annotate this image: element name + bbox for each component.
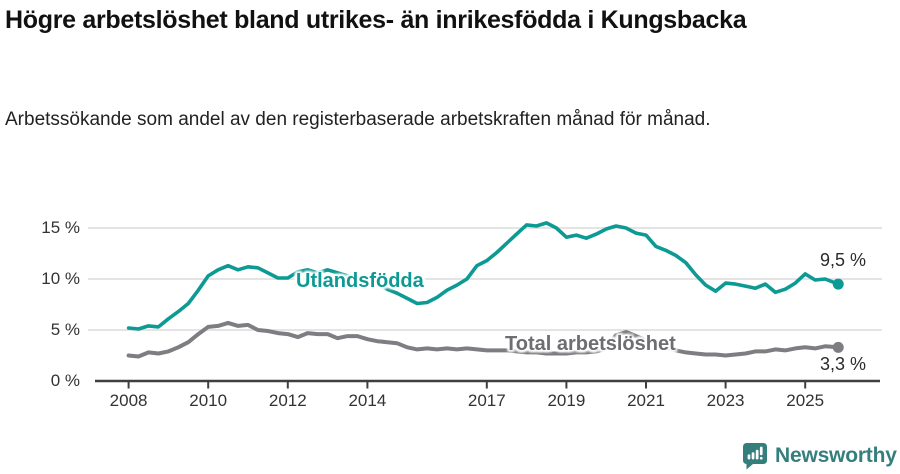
y-axis-label: 5 %	[50, 320, 80, 339]
x-axis-label: 2017	[467, 391, 506, 410]
y-axis-label: 15 %	[41, 218, 80, 237]
x-axis-label: 2014	[348, 391, 387, 410]
series-line-0	[126, 221, 841, 331]
line-chart: 0 % 5 % 10 % 15 % 2008 2010 2012 2014 2017 2019 20…	[0, 190, 900, 420]
series-end-dot-1	[832, 341, 844, 353]
newsworthy-wordmark: Newsworthy	[775, 444, 897, 467]
newsworthy-logo: Newsworthy	[742, 442, 897, 470]
end-value-label-total-arbetsloshet: 3,3 %	[820, 354, 867, 374]
x-axis-label: 2008	[109, 391, 148, 410]
end-value-label-utlandsfodda: 9,5 %	[820, 250, 867, 270]
x-axis-label: 2023	[706, 391, 745, 410]
x-axis-label: 2010	[189, 391, 228, 410]
series-label-total-arbetsloshet: Total arbetslöshet	[505, 333, 676, 355]
x-axis-label: 2021	[627, 391, 665, 410]
x-axis-label: 2025	[786, 391, 825, 410]
chart-subtitle: Arbetssökande som andel av den registerb…	[5, 109, 711, 130]
y-axis-label: 10 %	[41, 269, 80, 288]
series-line-1	[126, 320, 841, 359]
y-axis-label: 0 %	[50, 371, 80, 390]
x-axis-label: 2019	[547, 391, 586, 410]
newsworthy-icon	[743, 443, 767, 470]
series-label-utlandsfodda: Utlandsfödda	[296, 270, 424, 292]
series-end-dot-0	[832, 278, 844, 290]
x-axis-label: 2012	[268, 391, 307, 410]
page-title: Högre arbetslöshet bland utrikes- än inr…	[5, 6, 747, 34]
